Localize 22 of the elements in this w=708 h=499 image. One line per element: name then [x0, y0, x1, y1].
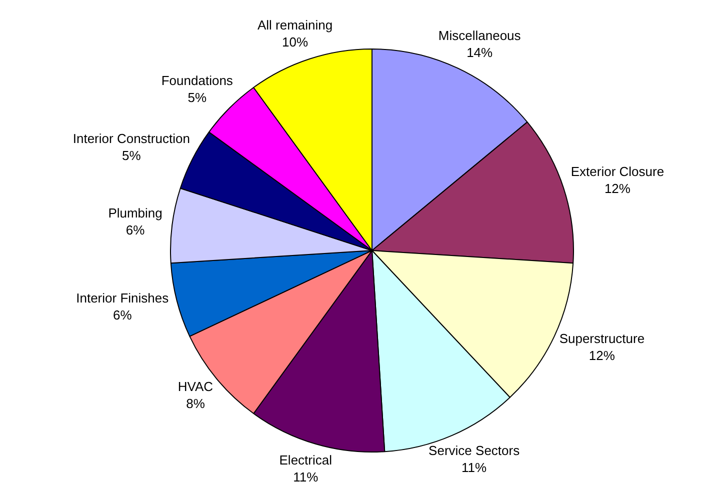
slice-label: All remaining: [257, 18, 333, 33]
data-label: 6%: [126, 222, 146, 238]
data-label: 10%: [282, 34, 308, 50]
data-label: 6%: [112, 308, 132, 323]
slice-label: Service Sectors: [428, 442, 520, 458]
slice-label: Interior Construction: [72, 130, 190, 146]
data-label: 14%: [466, 45, 494, 60]
data-label: 5%: [188, 90, 207, 106]
data-label: 11%: [293, 470, 319, 485]
slice-label: Exterior Closure: [570, 164, 664, 179]
data-label: 12%: [604, 180, 631, 196]
slice-label: Interior Finishes: [76, 290, 170, 306]
data-label: 11%: [462, 460, 488, 475]
slice-label: Plumbing: [108, 206, 162, 221]
slice-label: Miscellaneous: [438, 28, 522, 44]
data-label: 12%: [588, 348, 616, 363]
data-label: 8%: [186, 396, 206, 412]
slice-label: HVAC: [178, 379, 214, 394]
slice-label: Electrical: [279, 452, 332, 468]
slice-label: Foundations: [161, 73, 234, 88]
slice-label: Superstructure: [559, 330, 645, 346]
data-label: 5%: [122, 148, 142, 163]
